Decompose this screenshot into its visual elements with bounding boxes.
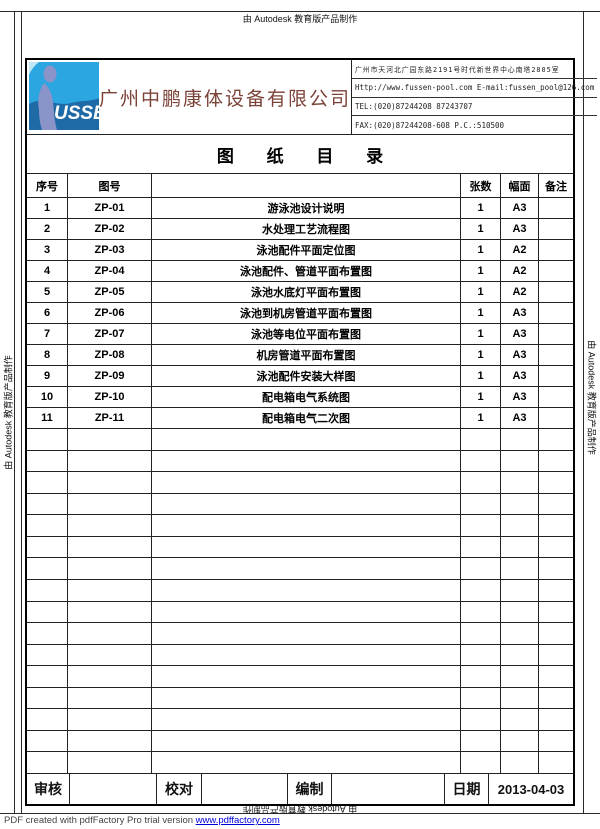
empty-table-row [27,429,573,451]
empty-table-row [27,644,573,667]
col-header-drawing-no: 图号 [68,174,152,197]
sheet-title-band: 图 纸 目 录 [27,135,573,173]
table-row: 3 ZP-03 泳池配件平面定位图 1 A2 [27,240,573,261]
empty-table-row [27,687,573,710]
empty-table-row [27,666,573,688]
table-row: 5 ZP-05 泳池水底灯平面布置图 1 A2 [27,282,573,303]
review-label: 审核 [27,774,70,804]
table-header-row: 序号 图号 张数 幅面 备注 [27,173,573,198]
col-header-sheets: 张数 [461,174,501,197]
contact-block: 广州市天河北广园东路2191号时代新世界中心南塔2805室 Http://www… [352,60,598,134]
col-header-index: 序号 [27,174,68,197]
table-row: 7 ZP-07 泳池等电位平面布置图 1 A3 [27,324,573,345]
empty-rows [27,429,573,774]
autodesk-watermark-left: 由 Autodesk 教育版产品制作 [3,355,14,470]
proofread-value [202,774,288,804]
empty-table-row [27,752,573,774]
empty-table-row [27,709,573,731]
col-header-remarks: 备注 [545,180,567,193]
signature-row: 审核 校对 编制 日期 2013-04-03 [27,774,573,804]
company-logo: USSEN [27,60,121,134]
footer-text: PDF created with pdfFactory Pro trial ve… [4,815,196,826]
empty-table-row [27,493,573,516]
table-row: 11 ZP-11 配电箱电气二次图 1 A3 [27,408,573,429]
title-block-header: USSEN 广州中鹏康体设备有限公司 广州市天河北广园东路2191号时代新世界中… [27,60,598,135]
empty-table-row [27,730,573,753]
empty-table-row [27,558,573,580]
contact-web-email: Http://www.fussen-pool.com E-mail:fussen… [352,79,598,98]
fussen-logo-icon: USSEN [29,62,121,130]
table-row: 8 ZP-08 机房管道平面布置图 1 A3 [27,345,573,366]
table-row: 6 ZP-06 泳池到机房管道平面布置图 1 A3 [27,303,573,324]
table-body: 1 ZP-01 游泳池设计说明 1 A3 2 ZP-02 水处理工艺流程图 1 A3 3 ZP-03 泳… [27,198,573,429]
table-row: 1 ZP-01 游泳池设计说明 1 A3 [27,198,573,219]
contact-fax: FAX:(020)87244208-608 P.C.:510500 [355,120,505,130]
contact-tel: TEL:(020)87244208 87243707 [352,98,598,117]
left-margin-rule-inner [21,11,22,813]
proofread-label: 校对 [157,774,202,804]
left-margin-rule-outer [14,11,15,813]
company-name-cell: 广州中鹏康体设备有限公司 [99,60,353,134]
date-value: 2013-04-03 [497,781,565,797]
review-value [70,774,157,804]
empty-table-row [27,536,573,559]
contact-address: 广州市天河北广园东路2191号时代新世界中心南塔2805室 [352,60,598,79]
footer-note: PDF created with pdfFactory Pro trial ve… [4,815,280,826]
bottom-border-rule [0,813,600,814]
top-border-rule [0,11,600,12]
compile-value [332,774,445,804]
table-row: 4 ZP-04 泳池配件、管道平面布置图 1 A2 [27,261,573,282]
autodesk-watermark-right: 由 Autodesk 教育版产品制作 [586,340,597,455]
table-row: 9 ZP-09 泳池配件安装大样图 1 A3 [27,366,573,387]
table-row: 2 ZP-02 水处理工艺流程图 1 A3 [27,219,573,240]
empty-table-row [27,472,573,494]
col-header-name [152,174,461,197]
table-row: 10 ZP-10 配电箱电气系统图 1 A3 [27,387,573,408]
company-name: 广州中鹏康体设备有限公司 [99,88,352,110]
logo-wordmark: USSEN [54,103,99,124]
col-header-size: 幅面 [501,174,539,197]
date-label: 日期 [445,774,489,804]
empty-table-row [27,450,573,473]
right-margin-rule [583,11,584,813]
empty-table-row [27,515,573,537]
pdffactory-link[interactable]: www.pdffactory.com [195,815,280,826]
sheet-title: 图 纸 目 录 [216,146,398,166]
compile-label: 编制 [288,774,332,804]
sheet-frame: USSEN 广州中鹏康体设备有限公司 广州市天河北广园东路2191号时代新世界中… [25,58,598,806]
empty-table-row [27,601,573,624]
empty-table-row [27,623,573,645]
autodesk-watermark-top: 由 Autodesk 教育版产品制作 [242,14,358,24]
empty-table-row [27,579,573,602]
